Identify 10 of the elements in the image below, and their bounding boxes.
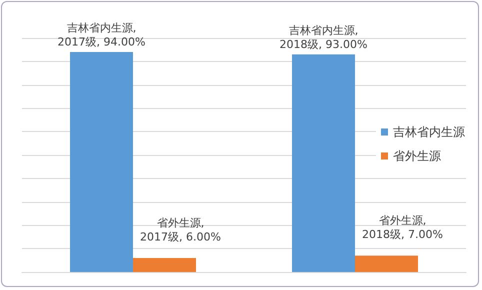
data-label: 吉林省内生源, 2017级, 94.00% (58, 22, 146, 49)
data-label: 省外生源, 2017级, 6.00% (140, 216, 221, 244)
bar (292, 54, 355, 272)
bar (355, 256, 418, 272)
data-label: 省外生源, 2018级, 7.00% (362, 214, 443, 242)
bar (70, 52, 133, 272)
legend-label: 省外生源 (393, 149, 441, 163)
data-label: 吉林省内生源, 2018级, 93.00% (280, 24, 368, 51)
legend-label: 吉林省内生源 (393, 125, 465, 139)
bar (133, 258, 196, 272)
